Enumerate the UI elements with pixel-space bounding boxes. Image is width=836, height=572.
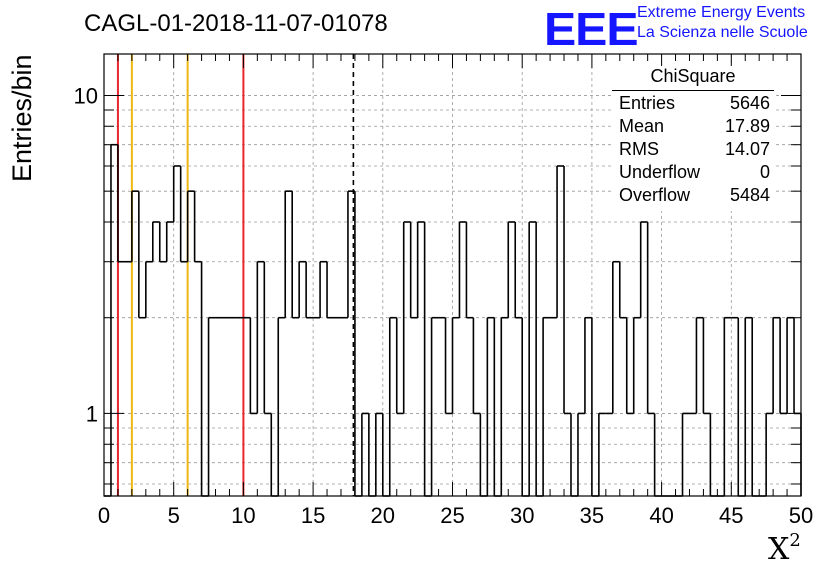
x-tick-label: 5 bbox=[168, 503, 180, 528]
x-tick-label: 25 bbox=[440, 503, 464, 528]
y-tick-label: 1 bbox=[86, 401, 98, 426]
stats-key: Overflow bbox=[619, 185, 691, 205]
y-tick-label: 10 bbox=[74, 83, 98, 108]
x-tick-label: 50 bbox=[789, 503, 813, 528]
stats-key: RMS bbox=[619, 139, 659, 159]
reference-lines bbox=[116, 54, 355, 496]
stats-value: 14.07 bbox=[724, 139, 770, 159]
x-tick-label: 0 bbox=[98, 503, 110, 528]
x-axis-label-superscript: 2 bbox=[789, 530, 801, 551]
stats-key: Mean bbox=[619, 116, 665, 136]
x-tick-label: 15 bbox=[301, 503, 325, 528]
stats-key: Underflow bbox=[619, 162, 701, 182]
axis-ticks bbox=[103, 54, 802, 496]
logo-text-line2: La Scienza nelle Scuole bbox=[637, 24, 808, 41]
stats-box: ChiSquare Entries 5646 Mean 17.89 RMS 14… bbox=[612, 66, 774, 211]
x-axis-label: X2 bbox=[768, 530, 801, 567]
x-tick-label: 30 bbox=[510, 503, 534, 528]
stats-value: 5484 bbox=[729, 185, 770, 205]
stats-value: 0 bbox=[759, 162, 770, 182]
chart-title: CAGL-01-2018-11-07-01078 bbox=[84, 10, 388, 37]
stats-value: 17.89 bbox=[724, 116, 770, 136]
stats-title: ChiSquare bbox=[650, 66, 736, 86]
tick-labels: 0 5 10 15 20 25 30 35 40 45 50 1 10 bbox=[74, 83, 814, 528]
eee-logo: EEE bbox=[544, 3, 639, 55]
logo-text-line1: Extreme Energy Events bbox=[637, 4, 806, 21]
x-tick-label: 45 bbox=[719, 503, 743, 528]
x-tick-label: 10 bbox=[231, 503, 255, 528]
stats-value: 5646 bbox=[729, 93, 770, 113]
x-tick-label: 35 bbox=[580, 503, 604, 528]
y-axis-label: Entries/bin bbox=[7, 54, 37, 182]
stats-key: Entries bbox=[619, 93, 676, 113]
histogram-series bbox=[104, 143, 802, 497]
x-tick-label: 20 bbox=[371, 503, 395, 528]
stats-title-underline bbox=[612, 90, 774, 91]
x-axis-label-symbol: X bbox=[768, 532, 790, 567]
x-tick-label: 40 bbox=[649, 503, 673, 528]
